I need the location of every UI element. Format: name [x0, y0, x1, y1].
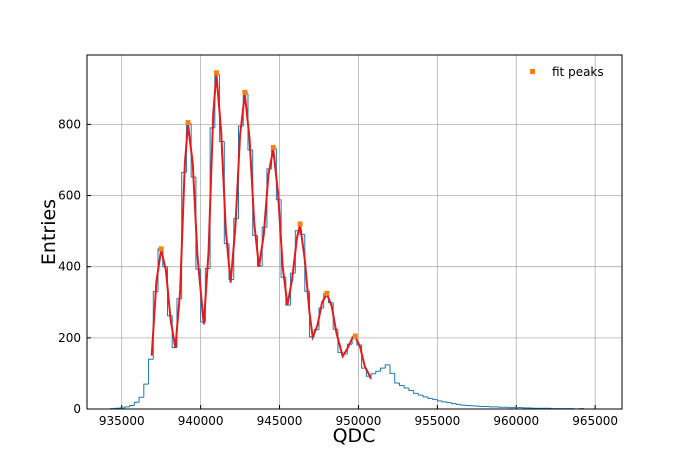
x-tick-label: 935000 — [99, 414, 145, 428]
x-axis-label: QDC — [333, 425, 376, 447]
histogram-bin — [370, 373, 376, 377]
histogram-bin — [446, 401, 452, 404]
x-tick-label: 940000 — [178, 414, 224, 428]
histogram-bin — [233, 218, 239, 280]
peak-marker — [352, 333, 358, 339]
peak-marker — [297, 221, 303, 227]
histogram-bin — [408, 388, 414, 391]
histogram-bin — [133, 401, 140, 406]
histogram-bin — [455, 403, 462, 405]
histogram-bin — [124, 406, 130, 408]
x-tick-label: 945000 — [257, 414, 303, 428]
histogram-bin — [129, 404, 135, 407]
histogram-bin — [143, 383, 149, 398]
y-axis-label: Entries — [38, 199, 60, 265]
histogram-bin — [380, 367, 386, 372]
y-tick-label: 600 — [58, 189, 81, 203]
y-tick-label: 800 — [58, 117, 81, 131]
peak-marker — [242, 89, 248, 95]
histogram-bin — [384, 364, 391, 369]
fit-line — [150, 73, 372, 380]
histogram-bin — [389, 364, 395, 374]
histogram-bin — [346, 343, 353, 354]
histogram-bin — [451, 402, 457, 405]
y-tick-label: 200 — [58, 331, 81, 345]
y-tick-label: 400 — [58, 260, 81, 274]
histogram-bin — [427, 396, 433, 399]
histogram-bin — [375, 370, 381, 374]
histogram-bin — [417, 393, 424, 396]
plot-frame — [86, 54, 623, 410]
histogram-bin — [148, 358, 154, 385]
peak-marker — [324, 290, 330, 296]
histogram-bin — [138, 396, 144, 403]
histogram-bin — [275, 148, 282, 201]
histogram-bin — [432, 398, 438, 400]
y-tick-label: 0 — [73, 402, 81, 416]
histogram-bin — [436, 399, 443, 402]
histogram-bin — [219, 74, 225, 142]
peak-marker — [185, 120, 191, 126]
histogram-bin — [413, 390, 419, 394]
histogram-bin — [403, 385, 409, 389]
peak-marker — [158, 246, 164, 252]
peak-marker — [213, 70, 219, 76]
peak-marker — [270, 145, 276, 151]
histogram-bin — [460, 404, 466, 406]
histogram-bin — [422, 395, 428, 398]
x-tick-label: 955000 — [414, 414, 460, 428]
histogram-bin — [398, 383, 405, 387]
x-tick-label: 950000 — [336, 414, 382, 428]
histogram-bin — [394, 373, 400, 384]
x-tick-label: 965000 — [572, 414, 618, 428]
x-tick-label: 960000 — [493, 414, 539, 428]
legend-label: fit peaks — [552, 65, 604, 79]
legend-marker — [530, 69, 535, 74]
histogram-bin — [441, 400, 447, 403]
